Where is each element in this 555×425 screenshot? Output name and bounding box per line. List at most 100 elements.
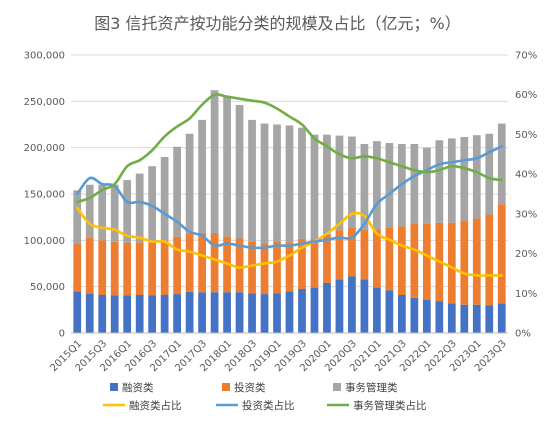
bar-投资类 [398,226,406,296]
bar-融资类 [435,301,444,333]
bar-融资类 [323,282,331,333]
bar-投资类 [323,234,331,283]
bar-融资类 [360,279,369,333]
bar-事务管理类 [160,156,169,241]
bar-事务管理类 [185,133,194,234]
chart-title: 图3 信托资产按功能分类的规模及占比（亿元；%） [94,14,460,33]
bar-事务管理类 [285,125,294,243]
bar-事务管理类 [123,180,132,243]
bar-事务管理类 [373,141,381,230]
bar-融资类 [185,291,194,333]
bar-投资类 [335,230,344,280]
bar-事务管理类 [472,135,481,219]
bar-事务管理类 [360,143,369,230]
bar-融资类 [235,292,244,333]
bar-融资类 [348,276,356,333]
bar-融资类 [248,293,256,333]
bar-投资类 [248,241,256,294]
bar-事务管理类 [273,124,281,242]
bar-投资类 [410,223,419,298]
line-融资类占比 [75,206,504,277]
line-事务管理类占比 [75,93,504,204]
bar-融资类 [198,292,206,333]
bar-融资类 [298,288,306,333]
bar-事务管理类 [435,140,444,223]
legend-swatch [333,383,341,391]
bar-投资类 [135,242,144,296]
left-axis-tick-label: 300,000 [24,51,65,62]
bar-投资类 [260,243,269,295]
right-axis-tick-label: 40% [515,170,537,181]
bar-融资类 [160,295,169,333]
bar-融资类 [310,287,319,333]
bar-事务管理类 [248,119,256,242]
bar-融资类 [123,295,132,333]
bar-事务管理类 [410,143,419,224]
bar-事务管理类 [323,134,331,235]
bar-融资类 [135,295,144,333]
bar-事务管理类 [148,166,157,243]
legend-label: 融资类占比 [129,399,182,412]
bars [73,90,506,333]
bar-投资类 [148,242,157,296]
bar-投资类 [298,238,306,289]
right-axis-tick-label: 50% [515,130,537,141]
bar-投资类 [285,242,294,292]
bar-事务管理类 [223,95,231,237]
bar-投资类 [185,233,194,292]
bar-融资类 [148,295,157,333]
bar-投资类 [422,223,431,300]
bar-事务管理类 [298,127,306,239]
right-axis-tick-label: 10% [515,289,537,300]
bar-投资类 [447,222,456,304]
bar-融资类 [422,299,431,333]
bar-融资类 [285,291,294,333]
bar-事务管理类 [260,123,269,244]
bar-事务管理类 [485,133,494,215]
legend-label: 事务管理类占比 [353,399,427,412]
bar-事务管理类 [460,137,469,221]
bar-投资类 [73,244,82,292]
bar-融资类 [260,294,269,333]
right-axis-tick-label: 60% [515,90,537,101]
bar-融资类 [373,287,381,333]
left-axis-tick-label: 100,000 [24,236,65,247]
bar-融资类 [472,304,481,333]
bar-融资类 [273,293,281,333]
bar-事务管理类 [110,184,119,242]
bar-事务管理类 [85,184,94,239]
bar-投资类 [373,229,381,288]
bar-融资类 [447,303,456,333]
bar-融资类 [385,290,394,333]
bar-融资类 [460,304,469,333]
bar-投资类 [497,204,506,304]
legend-label: 投资类 [234,381,266,394]
bar-投资类 [348,227,356,277]
legend-label: 投资类占比 [242,399,295,412]
bar-事务管理类 [497,123,506,205]
bar-事务管理类 [135,173,144,243]
right-axis-tick-label: 30% [515,209,537,220]
bar-融资类 [85,293,94,333]
bar-事务管理类 [310,134,319,240]
bar-投资类 [235,238,244,293]
bar-事务管理类 [335,135,344,231]
bar-投资类 [198,232,206,293]
bar-事务管理类 [173,146,181,237]
bar-投资类 [123,242,132,296]
bar-融资类 [398,295,406,333]
bar-事务管理类 [422,147,431,224]
bar-事务管理类 [447,138,456,223]
bar-投资类 [385,227,394,291]
bar-融资类 [485,305,494,333]
legend-label: 融资类 [122,381,154,394]
bar-投资类 [472,218,481,305]
bar-投资类 [85,238,94,294]
line-投资类占比 [75,145,504,250]
bar-投资类 [460,220,469,305]
bar-投资类 [360,229,369,280]
bar-融资类 [223,292,231,333]
bar-投资类 [310,239,319,288]
bar-融资类 [73,291,82,333]
